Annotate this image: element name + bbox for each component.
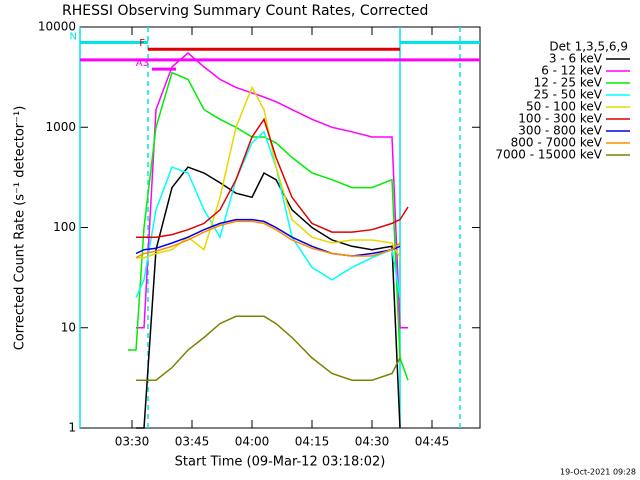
x-tick-label: 03:45 xyxy=(175,435,210,449)
chart-title: RHESSI Observing Summary Count Rates, Co… xyxy=(62,3,428,19)
x-tick-label: 04:00 xyxy=(235,435,270,449)
x-tick-label: 04:30 xyxy=(355,435,390,449)
legend-label: 50 - 100 keV xyxy=(526,100,603,114)
x-axis-label: Start Time (09-Mar-12 03:18:02) xyxy=(175,455,386,470)
series-line xyxy=(136,52,408,329)
x-tick-label: 04:15 xyxy=(295,435,330,449)
series-line xyxy=(136,315,401,381)
series-line xyxy=(135,130,401,298)
annotation-label: A3 xyxy=(136,58,149,69)
x-tick-label: 04:45 xyxy=(415,435,450,449)
legend-label: 12 - 25 keV xyxy=(534,76,603,90)
x-tick-label: 03:30 xyxy=(115,435,150,449)
legend-label: 25 - 50 keV xyxy=(534,88,603,102)
series-line xyxy=(135,220,401,259)
y-tick-label: 10000 xyxy=(38,20,76,34)
series-line xyxy=(136,117,409,238)
series-line xyxy=(136,166,401,429)
annotation-label: N xyxy=(70,32,77,43)
legend-label: 3 - 6 keV xyxy=(549,52,603,66)
y-tick-label: 100 xyxy=(53,220,76,234)
y-axis-label: Corrected Count Rate (s⁻¹ detector⁻¹) xyxy=(13,106,28,351)
legend-title: Det 1,3,5,6,9 xyxy=(549,40,628,54)
y-tick-label: 10 xyxy=(61,320,76,334)
legend-label: 100 - 300 keV xyxy=(518,112,602,126)
y-tick-label: 1000 xyxy=(45,120,76,134)
legend-label: 800 - 7000 keV xyxy=(511,136,603,150)
footer: 19-Oct-2021 09:28 xyxy=(560,468,636,477)
y-tick-label: 1 xyxy=(68,421,76,435)
legend-label: 6 - 12 keV xyxy=(541,64,603,78)
legend-label: 7000 - 15000 keV xyxy=(495,148,602,162)
series-line xyxy=(136,85,401,259)
annotation-label: F xyxy=(139,38,145,49)
legend-label: 300 - 800 keV xyxy=(518,124,602,138)
